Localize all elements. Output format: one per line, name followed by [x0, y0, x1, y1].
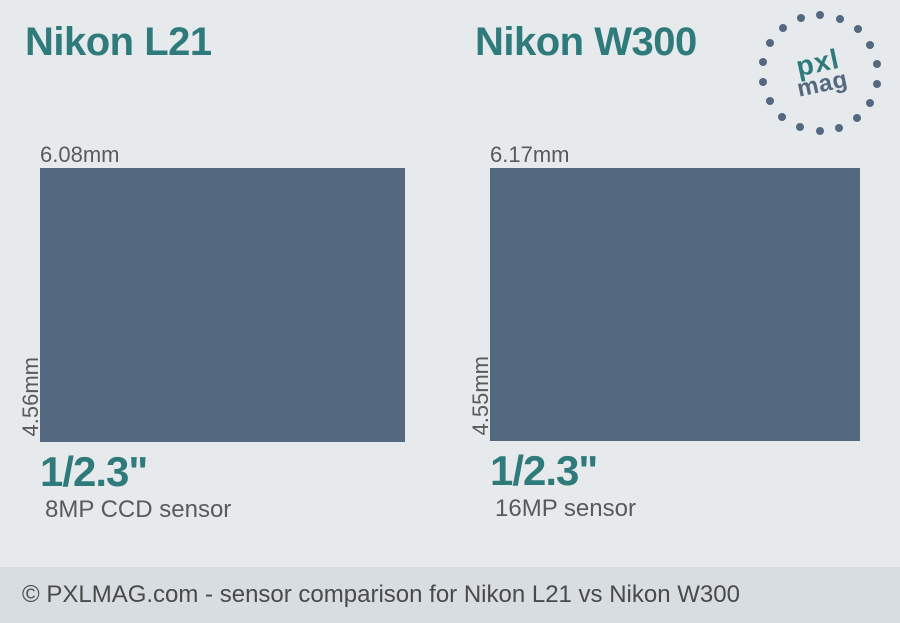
sensor-box-left: [40, 168, 405, 442]
sensor-box-right: [490, 168, 860, 441]
left-panel: Nikon L21 6.08mm 4.56mm 1/2.3" 8MP CCD s…: [0, 0, 450, 560]
size-label-right: 1/2.3": [490, 447, 597, 495]
width-label-right: 6.17mm: [490, 142, 569, 168]
logo-text: pxl mag: [791, 46, 850, 100]
size-label-left: 1/2.3": [40, 448, 147, 496]
pxlmag-logo: pxl mag: [755, 8, 885, 138]
camera-title-left: Nikon L21: [25, 20, 212, 65]
height-label-right: 4.55mm: [468, 356, 494, 435]
sensor-desc-left: 8MP CCD sensor: [45, 496, 231, 524]
camera-title-right: Nikon W300: [475, 20, 697, 65]
height-label-left: 4.56mm: [18, 357, 44, 436]
sensor-desc-right: 16MP sensor: [495, 495, 636, 523]
footer-caption: © PXLMAG.com - sensor comparison for Nik…: [0, 567, 900, 623]
width-label-left: 6.08mm: [40, 142, 119, 168]
